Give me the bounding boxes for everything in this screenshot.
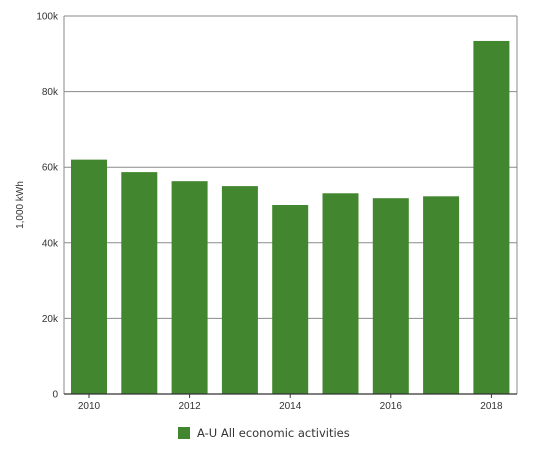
bar-2016[interactable]: [372, 198, 409, 394]
bar-2013[interactable]: [221, 186, 258, 394]
y-tick-label: 40k: [42, 238, 59, 249]
x-tick-label: 2014: [279, 401, 302, 412]
bars: [71, 40, 510, 394]
x-tick-label: 2016: [380, 401, 403, 412]
y-tick-label: 20k: [42, 314, 59, 325]
legend-label: A-U All economic activities: [197, 426, 350, 440]
x-tick-labels: 2010 2012 2014 2016 2018: [78, 401, 503, 412]
bar-2010[interactable]: [71, 159, 107, 394]
y-tick-label: 100k: [36, 12, 59, 23]
axes: [63, 16, 518, 398]
bar-2017[interactable]: [423, 196, 460, 394]
bar-2012[interactable]: [171, 181, 208, 394]
y-tick-label: 80k: [42, 87, 59, 98]
bar-2015[interactable]: [322, 193, 359, 394]
bar-2018[interactable]: [473, 40, 510, 394]
bar-2014[interactable]: [272, 205, 309, 394]
x-tick-label: 2012: [178, 401, 201, 412]
y-tick-label: 60k: [42, 163, 59, 174]
bar-2011[interactable]: [121, 172, 158, 394]
legend-swatch: [178, 427, 190, 439]
x-tick-label: 2018: [480, 401, 503, 412]
y-tick-label: 0: [52, 390, 58, 401]
y-tick-labels: 0 20k 40k 60k 80k 100k: [36, 12, 59, 401]
legend[interactable]: A-U All economic activities: [178, 426, 350, 440]
y-axis-title: 1,000 kWh: [15, 181, 26, 229]
x-tick-label: 2010: [78, 401, 101, 412]
